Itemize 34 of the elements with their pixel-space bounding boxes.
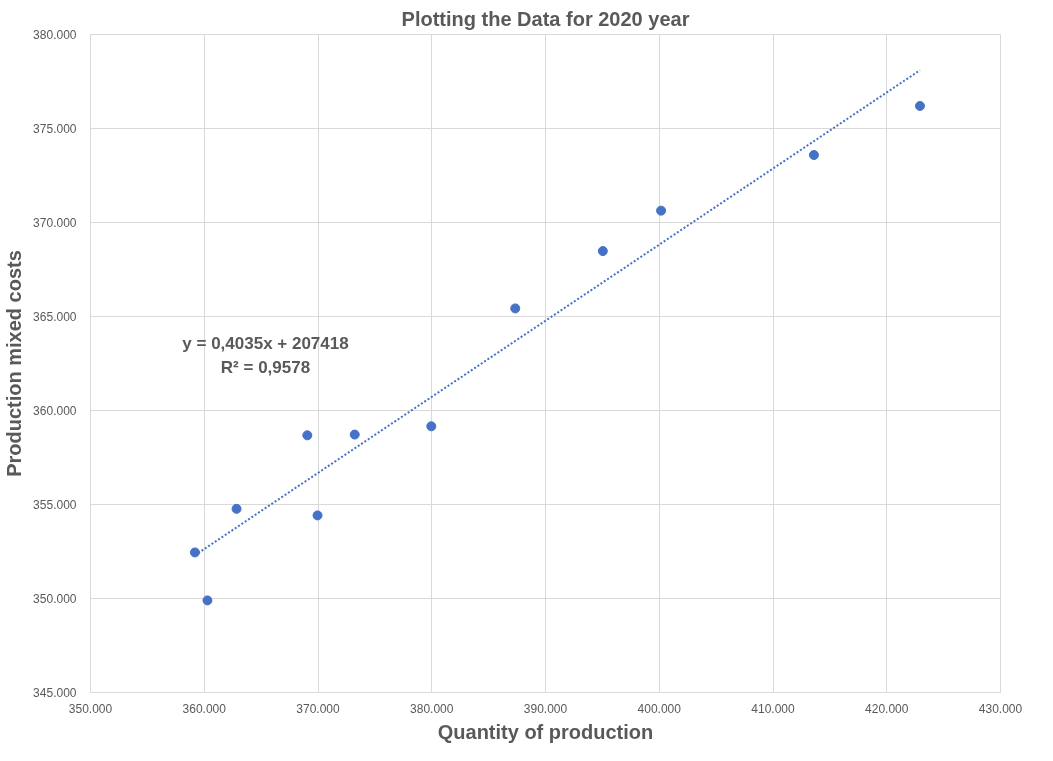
point (656, 205, 667, 216)
y-axis-title: Production mixed costs (3, 250, 26, 477)
y-tick-label: 350.000 (33, 592, 77, 606)
point (808, 150, 819, 160)
y-tick-label: 365.000 (33, 310, 77, 324)
x-tick-label: 400.000 (637, 701, 682, 716)
point (510, 303, 521, 314)
x-tick-label: 360.000 (182, 701, 227, 716)
x-tick-label: 380.000 (410, 701, 454, 716)
point (349, 429, 360, 440)
annotation: R² = 0,9578 (220, 357, 311, 377)
point (312, 510, 323, 521)
x-tick-label: 420.000 (865, 701, 909, 716)
point (231, 503, 242, 514)
point (597, 246, 608, 257)
point (302, 430, 313, 441)
point (202, 595, 213, 606)
x-axis-title: Quantity of production (437, 720, 654, 743)
x-tick-label: 390.000 (523, 701, 568, 716)
point (914, 100, 925, 111)
x-tick-label: 430.000 (978, 701, 1023, 716)
y-tick-label: 345.000 (33, 686, 77, 700)
x-tick-label: 350.000 (68, 701, 113, 716)
y-tick-label: 355.000 (33, 498, 77, 512)
annotation: y = 0,4035x + 207418 (182, 333, 349, 353)
point (426, 421, 437, 432)
y-tick-label: 375.000 (33, 122, 77, 136)
y-tick-label: 370.000 (33, 216, 77, 230)
y-tick-label: 380.000 (33, 28, 77, 42)
y-tick-label: 360.000 (33, 404, 77, 418)
x-tick-label: 370.000 (296, 701, 341, 716)
chart-title: Plotting the Data for 2020 year (401, 7, 690, 30)
x-tick-label: 410.000 (751, 701, 796, 716)
point (189, 547, 200, 558)
